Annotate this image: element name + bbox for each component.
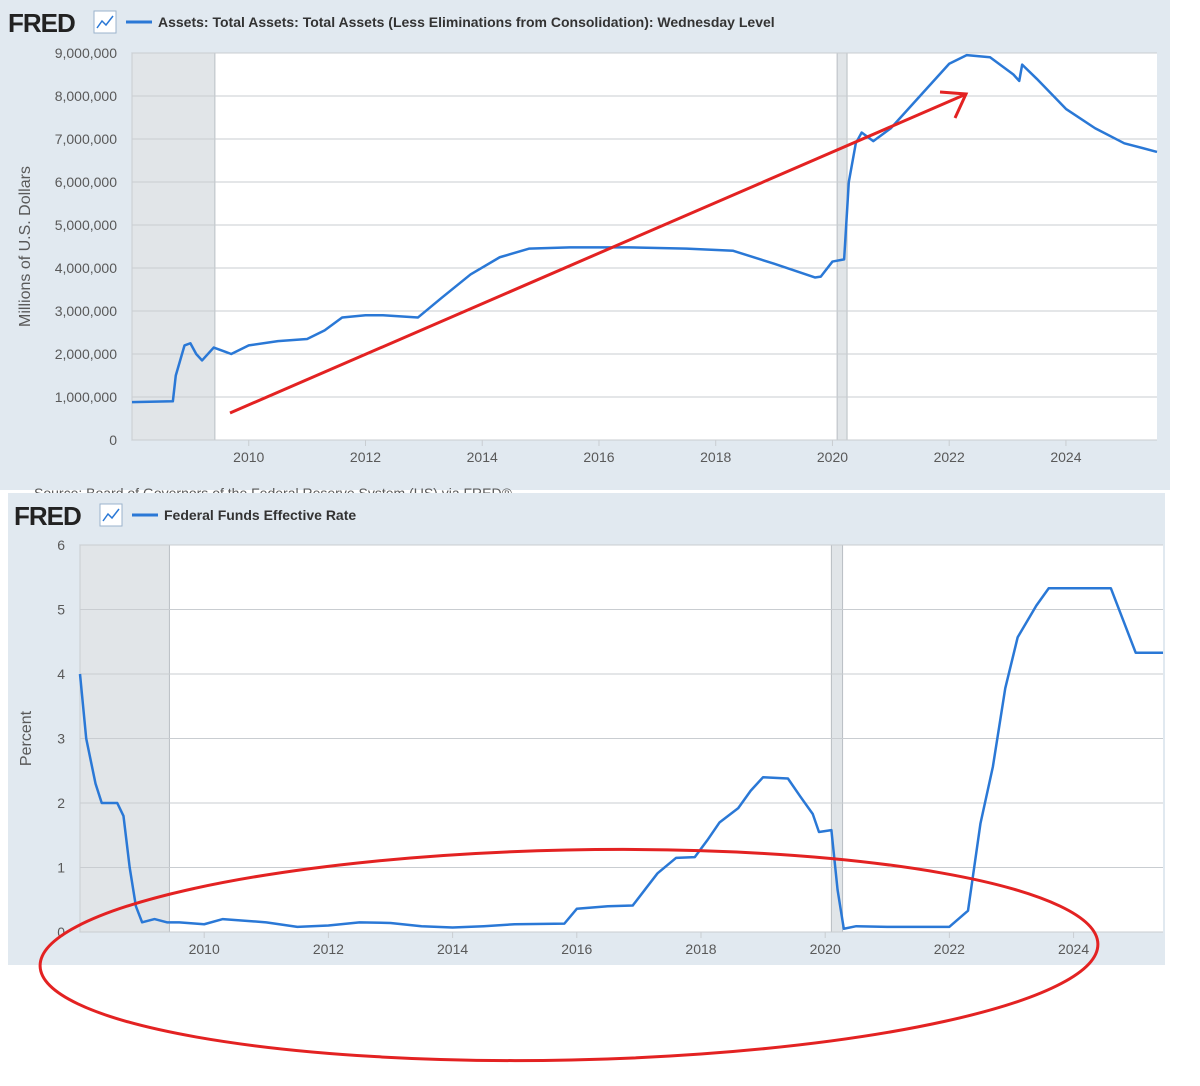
legend-label: Federal Funds Effective Rate	[164, 507, 356, 523]
y-tick-label: 6,000,000	[55, 174, 117, 190]
y-axis-label: Percent	[18, 710, 35, 766]
x-tick-label: 2020	[810, 941, 841, 957]
x-tick-label: 2010	[233, 449, 264, 465]
y-tick-label: 1	[57, 860, 65, 876]
data-line	[78, 586, 1163, 931]
y-tick-label: 7,000,000	[55, 131, 117, 147]
y-tick-label: 5	[57, 602, 65, 618]
y-tick-label: 4,000,000	[55, 260, 117, 276]
x-tick-label: 2016	[583, 449, 614, 465]
legend-label: Assets: Total Assets: Total Assets (Less…	[158, 14, 775, 30]
x-tick-label: 2016	[561, 941, 592, 957]
x-tick-label: 2012	[313, 941, 344, 957]
x-tick-label: 2024	[1058, 941, 1089, 957]
y-tick-label: 2,000,000	[55, 346, 117, 362]
x-tick-label: 2024	[1050, 449, 1081, 465]
brand-icon	[99, 503, 123, 527]
x-tick-label: 2018	[685, 941, 716, 957]
y-tick-label: 6	[57, 537, 65, 553]
y-tick-label: 2	[57, 795, 65, 811]
recession-band	[131, 52, 216, 441]
x-tick-label: 2014	[467, 449, 498, 465]
y-tick-label: 0	[109, 432, 117, 448]
x-tick-label: 2014	[437, 941, 468, 957]
x-tick-label: 2022	[934, 449, 965, 465]
x-tick-label: 2012	[350, 449, 381, 465]
brand-logo: FRED	[14, 501, 81, 531]
brand-icon-line	[102, 508, 120, 522]
y-axis-label: Millions of U.S. Dollars	[17, 166, 34, 327]
x-tick-label: 2020	[817, 449, 848, 465]
y-tick-label: 3	[57, 731, 65, 747]
y-tick-label: 0	[57, 924, 65, 940]
y-tick-label: 5,000,000	[55, 217, 117, 233]
y-tick-label: 4	[57, 666, 65, 682]
brand-icon	[93, 10, 117, 34]
x-tick-label: 2022	[934, 941, 965, 957]
y-tick-label: 3,000,000	[55, 303, 117, 319]
chart: 0 1 2 3 4 5 6 2010 2012 2014 2016 2018 2020 2022 2024 F…	[8, 493, 1165, 965]
y-tick-label: 8,000,000	[55, 88, 117, 104]
arrow-head	[939, 90, 969, 119]
brand-logo: FRED	[8, 8, 75, 38]
data-line	[131, 53, 1158, 404]
y-tick-label: 9,000,000	[55, 45, 117, 61]
x-tick-label: 2010	[189, 941, 220, 957]
highlight-ellipse	[38, 847, 1100, 1063]
x-tick-label: 2018	[700, 449, 731, 465]
arrow-shaft	[229, 93, 965, 415]
chart: 0 1,000,000 2,000,000 3,000,000 4,000,000 5,0…	[0, 0, 1170, 501]
brand-icon-line	[96, 15, 114, 29]
charts: 0 1,000,000 2,000,000 3,000,000 4,000,000 5,0…	[0, 0, 1170, 965]
y-tick-label: 1,000,000	[55, 389, 117, 405]
annotations	[38, 90, 1100, 1063]
